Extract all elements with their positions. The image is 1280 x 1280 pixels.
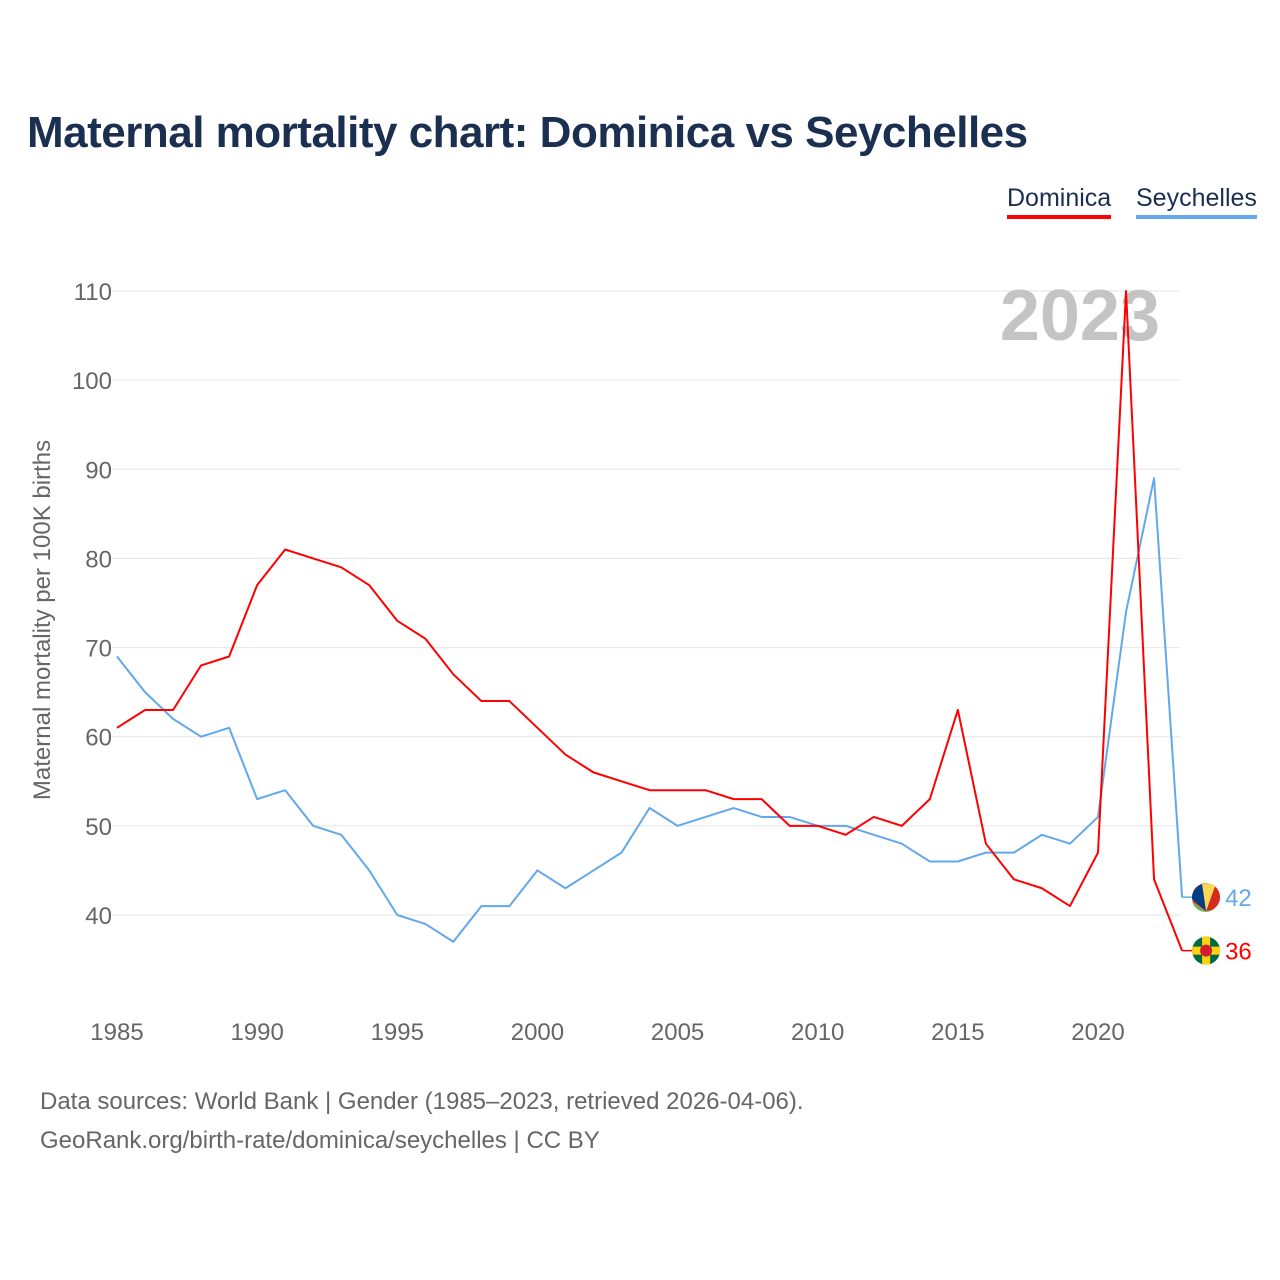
y-tick-label: 50 [85, 814, 112, 841]
x-tick-label: 2015 [931, 1019, 984, 1046]
y-tick-label: 110 [74, 279, 112, 306]
x-tick-label: 2000 [511, 1019, 564, 1046]
y-tick-label: 40 [85, 903, 112, 930]
series-line-dominica [116, 290, 1184, 952]
end-value-label-dominica: 36 [1225, 939, 1252, 966]
x-tick-label: 2010 [791, 1019, 844, 1046]
legend-seychelles[interactable]: Seychelles [1136, 184, 1257, 219]
year-watermark: 2023 [1000, 276, 1160, 356]
x-tick-label: 1995 [371, 1019, 424, 1046]
x-tick-label: 2005 [651, 1019, 704, 1046]
y-tick-label: 100 [72, 368, 112, 395]
y-tick-label: 90 [85, 457, 112, 484]
chart-title: Maternal mortality chart: Dominica vs Se… [27, 108, 1028, 157]
y-tick-label: 70 [85, 636, 112, 663]
flag-part [1202, 883, 1216, 912]
y-tick-label: 60 [85, 725, 112, 752]
flag-part [1200, 944, 1213, 957]
flag-part [1191, 884, 1207, 912]
footer-link[interactable]: GeoRank.org/birth-rate/dominica/seychell… [40, 1127, 600, 1154]
end-value-label-seychelles: 42 [1225, 885, 1252, 912]
x-tick-label: 2020 [1071, 1019, 1124, 1046]
y-tick-label: 80 [85, 546, 112, 573]
x-tick-label: 1985 [90, 1019, 143, 1046]
legend-dominica[interactable]: Dominica [1007, 184, 1112, 219]
y-axis-label: Maternal mortality per 100K births [29, 440, 56, 800]
x-tick-label: 1990 [230, 1019, 283, 1046]
footer-source: Data sources: World Bank | Gender (1985–… [40, 1088, 804, 1115]
flag-part [1192, 901, 1215, 912]
series-line-seychelles [116, 477, 1184, 943]
